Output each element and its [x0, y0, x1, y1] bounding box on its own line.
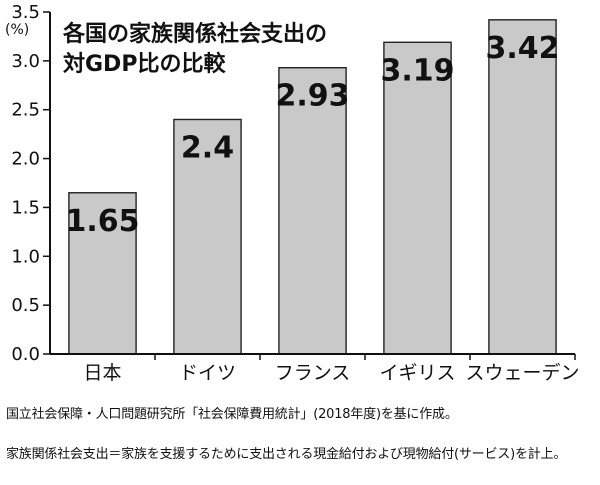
y-tick-label: 1.0: [11, 246, 40, 267]
chart-title: 各国の家族関係社会支出の 対GDP比の比較: [62, 21, 327, 77]
x-category-label: スウェーデン: [465, 362, 579, 384]
source-note: 国立社会保障・人口問題研究所「社会保障費用統計」(2018年度)を基に作成。 家…: [6, 385, 596, 485]
bar-value-label: 2.4: [181, 130, 234, 165]
x-category-label: フランス: [275, 362, 351, 384]
x-axis: 日本 ドイツ フランス イギリス スウェーデン: [50, 353, 580, 384]
x-category-label: イギリス: [379, 362, 455, 384]
bar-chart: 各国の家族関係社会支出の 対GDP比の比較 (%) 0.0 0.5 1.0 1.5 2.…: [5, 2, 580, 384]
source-note-line-2: 家族関係社会支出＝家族を支援するために支出される現金給付および現物給付(サービス…: [6, 447, 567, 462]
chart-container: 各国の家族関係社会支出の 対GDP比の比較 (%) 0.0 0.5 1.0 1.5 2.…: [5, 2, 580, 462]
bars: 1.65 2.4 2.93 3.19 3.42: [65, 19, 560, 355]
y-tick-label: 0.5: [11, 295, 40, 316]
bar: [383, 41, 452, 355]
y-tick-label: 2.0: [11, 149, 40, 170]
bar-value-label: 2.93: [275, 79, 349, 114]
bar: [68, 192, 137, 355]
y-axis-unit-label: (%): [5, 22, 29, 38]
x-category-label: 日本: [83, 362, 121, 384]
y-tick-label: 2.5: [11, 100, 40, 121]
y-axis: 0.0 0.5 1.0 1.5 2.0 2.5 3.0 3.5: [11, 2, 51, 365]
chart-title-line-1: 各国の家族関係社会支出の: [62, 21, 327, 47]
bar-value-label: 3.42: [485, 31, 559, 66]
chart-title-line-2: 対GDP比の比較: [63, 51, 226, 77]
y-tick-label: 0.0: [11, 344, 40, 365]
bar: [173, 118, 242, 355]
y-tick-label: 3.5: [11, 2, 40, 23]
source-note-line-1: 国立社会保障・人口問題研究所「社会保障費用統計」(2018年度)を基に作成。: [6, 407, 458, 422]
bar-value-label: 3.19: [380, 53, 454, 88]
bar-value-label: 1.65: [65, 204, 139, 239]
y-tick-label: 3.0: [11, 51, 40, 72]
bar: [278, 66, 347, 355]
y-tick-label: 1.5: [11, 197, 40, 218]
bar: [488, 19, 557, 355]
x-category-label: ドイツ: [179, 362, 236, 384]
